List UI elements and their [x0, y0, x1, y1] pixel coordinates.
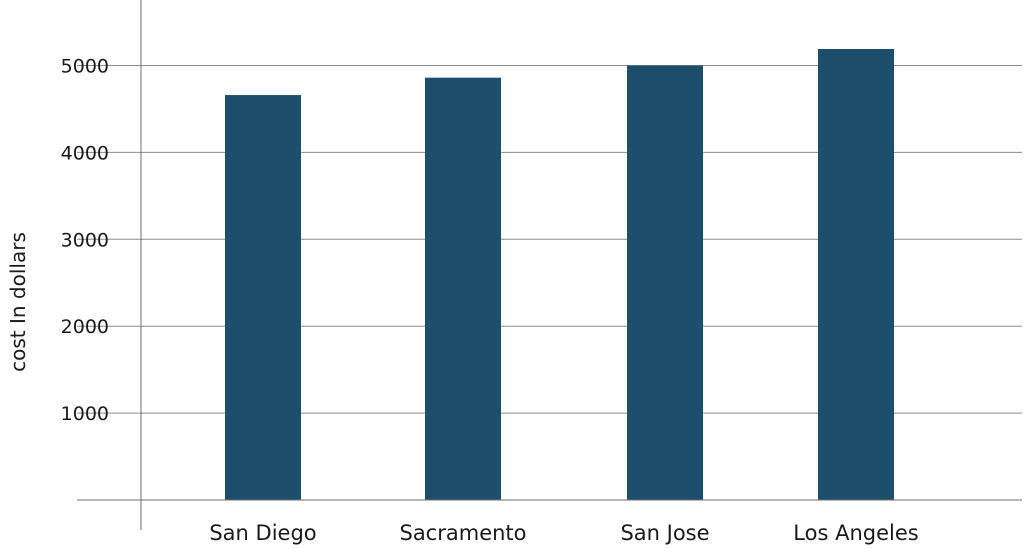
- x-category-label-sacramento: Sacramento: [399, 521, 526, 545]
- bar-san-jose: [627, 65, 703, 500]
- bars: [225, 48, 894, 501]
- bar-san-diego: [225, 95, 301, 501]
- x-category-labels: San Diego Sacramento San Jose Los Angeles: [209, 521, 918, 545]
- x-category-label-san-diego: San Diego: [209, 521, 316, 545]
- y-tick-label-2000: 2000: [61, 316, 109, 338]
- y-tick-label-5000: 5000: [61, 56, 109, 78]
- x-category-label-los-angeles: Los Angeles: [793, 521, 918, 545]
- y-tick-label-1000: 1000: [61, 403, 109, 425]
- axes: [77, 0, 1022, 530]
- bar-los-angeles: [818, 48, 894, 500]
- y-tick-label-3000: 3000: [61, 229, 109, 251]
- bar-sacramento: [425, 77, 501, 500]
- y-tick-labels: 1000 2000 3000 4000 5000: [61, 56, 109, 426]
- y-axis-title: cost In dollars: [6, 232, 30, 372]
- x-category-label-san-jose: San Jose: [620, 521, 709, 545]
- y-tick-label-4000: 4000: [61, 142, 109, 164]
